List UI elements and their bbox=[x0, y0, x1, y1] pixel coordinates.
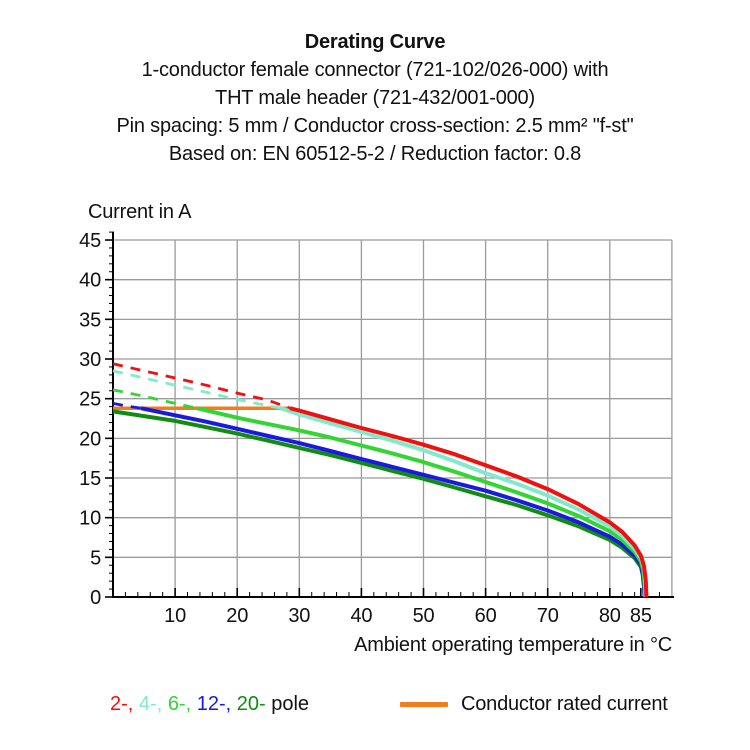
x-tick-label: 85 bbox=[630, 605, 652, 627]
chart-subtitle-line-2: THT male header (721-432/001-000) bbox=[215, 87, 535, 109]
y-tick-label: 30 bbox=[79, 349, 101, 371]
y-tick-label: 10 bbox=[79, 508, 101, 530]
y-tick-label: 40 bbox=[79, 270, 101, 292]
x-tick-label: 60 bbox=[475, 605, 497, 627]
y-tick-label: 35 bbox=[79, 309, 101, 331]
y-tick-label: 45 bbox=[79, 230, 101, 252]
axes bbox=[112, 232, 674, 598]
y-axis-title: Current in A bbox=[88, 201, 192, 223]
curve-dashed-6-pole bbox=[112, 388, 198, 410]
x-tick-label: 50 bbox=[413, 605, 435, 627]
x-axis-title: Ambient operating temperature in °C bbox=[354, 634, 672, 656]
y-tick-label: 0 bbox=[90, 587, 101, 609]
curve-dashed-2-pole bbox=[112, 362, 291, 410]
dashed-curves bbox=[112, 362, 291, 410]
legend-pole-2: 2-, bbox=[110, 693, 134, 715]
gridlines bbox=[113, 239, 673, 597]
rated-current-line-swatch bbox=[400, 702, 448, 707]
pole-count-legend: 2-, 4-, 6-, 12-, 20- pole bbox=[110, 692, 309, 716]
tick-labels: 10 20 30 40 50 60 70 80 85 0 5 10 15 20 25 30 35 40 45 bbox=[79, 230, 652, 627]
x-tick-label: 40 bbox=[350, 605, 372, 627]
chart-subtitle-line-1: 1-conductor female connector (721-102/02… bbox=[141, 59, 609, 81]
curve-solid-2-pole bbox=[289, 406, 649, 598]
x-tick-label: 10 bbox=[164, 605, 186, 627]
solid-curves bbox=[112, 406, 649, 598]
legend-pole-12: 12-, bbox=[196, 693, 232, 715]
curve-dashed-4-pole bbox=[112, 369, 281, 410]
chart-subtitle-line-4: Based on: EN 60512-5-2 / Reduction facto… bbox=[168, 143, 582, 165]
chart-subtitle-line-3: Pin spacing: 5 mm / Conductor cross-sect… bbox=[116, 115, 634, 137]
axis-ticks bbox=[105, 231, 660, 598]
rated-current-label: Conductor rated current bbox=[461, 693, 668, 715]
x-tick-label: 70 bbox=[537, 605, 559, 627]
y-tick-label: 15 bbox=[79, 468, 101, 490]
y-tick-label: 25 bbox=[79, 389, 101, 411]
legend-pole-20: 20- bbox=[236, 693, 266, 715]
legend-pole-6: 6-, bbox=[167, 693, 192, 715]
chart-title: Derating Curve bbox=[304, 31, 446, 53]
legend-pole-4: 4-, bbox=[138, 693, 163, 715]
legend-pole-suffix: pole bbox=[271, 693, 310, 715]
x-tick-label: 80 bbox=[599, 605, 621, 627]
x-tick-label: 30 bbox=[288, 605, 310, 627]
curve-solid-4-pole bbox=[280, 406, 648, 598]
y-tick-label: 5 bbox=[90, 547, 101, 569]
chart-title-block: Derating Curve 1-conductor female connec… bbox=[0, 28, 750, 168]
curve-dashed-12-pole bbox=[112, 402, 142, 410]
y-tick-label: 20 bbox=[79, 428, 101, 450]
x-tick-label: 20 bbox=[226, 605, 248, 627]
